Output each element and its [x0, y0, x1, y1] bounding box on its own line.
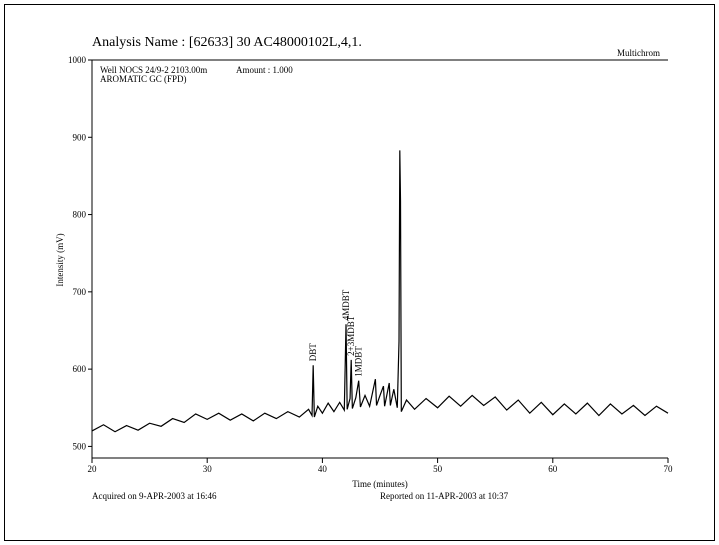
x-tick-label: 50 — [433, 464, 443, 474]
x-tick-label: 70 — [664, 464, 674, 474]
peak-label: 1MDBT — [354, 346, 364, 377]
x-tick-label: 60 — [548, 464, 558, 474]
well: Well NOCS 24/9-2 2103.00m — [100, 65, 207, 75]
y-tick-label: 700 — [73, 287, 87, 297]
reported: Reported on 11-APR-2003 at 10:37 — [380, 491, 509, 501]
x-axis-label: Time (minutes) — [352, 479, 407, 489]
acquired: Acquired on 9-APR-2003 at 16:46 — [92, 491, 217, 501]
software: Multichrom — [617, 48, 660, 58]
x-tick-label: 30 — [203, 464, 213, 474]
x-tick-label: 20 — [88, 464, 98, 474]
peak-label: 2+3MDBT — [346, 315, 356, 356]
peak-label: 4MDBT — [341, 289, 351, 320]
frame — [4, 4, 715, 541]
peak-label: DBT — [308, 343, 318, 362]
x-tick-label: 40 — [318, 464, 328, 474]
y-tick-label: 900 — [73, 132, 87, 142]
y-axis-label: Intensity (mV) — [55, 233, 65, 286]
chart-title: Analysis Name : [62633] 30 AC48000102L,4… — [92, 35, 362, 50]
y-tick-label: 500 — [73, 441, 87, 451]
y-tick-label: 1000 — [68, 55, 87, 65]
y-tick-label: 600 — [73, 364, 87, 374]
subtitle: AROMATIC GC (FPD) — [100, 74, 187, 84]
trace — [91, 150, 669, 433]
amount: Amount : 1.000 — [236, 65, 293, 75]
y-tick-label: 800 — [73, 210, 87, 220]
